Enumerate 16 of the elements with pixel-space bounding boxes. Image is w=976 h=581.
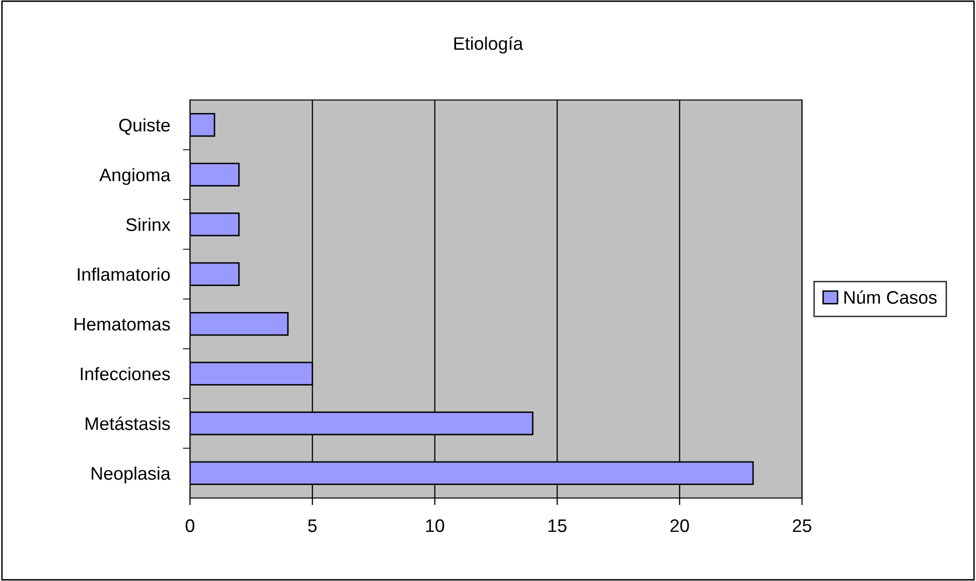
- legend-label: Núm Casos: [844, 290, 937, 304]
- x-tick-label: 10: [426, 519, 444, 532]
- x-tick-label: 5: [308, 519, 317, 532]
- y-tick-label: Quiste: [119, 118, 170, 135]
- y-tick-label: Metástasis: [86, 416, 170, 430]
- y-tick-label: Neoplasia: [92, 466, 171, 484]
- y-tick-label: Inflamatorio: [78, 268, 170, 281]
- y-tick-label: Hematomas: [74, 318, 170, 331]
- y-tick-label: Sirinx: [126, 218, 170, 232]
- x-tick-label: 25: [792, 519, 812, 532]
- x-tick-label: 15: [548, 519, 566, 532]
- x-tick-label: 20: [670, 519, 689, 532]
- y-tick-label: Infecciones: [80, 367, 170, 380]
- y-tick-label: Angioma: [99, 168, 171, 185]
- x-tick-label: 0: [186, 519, 194, 532]
- chart-title: Etiología: [454, 36, 524, 54]
